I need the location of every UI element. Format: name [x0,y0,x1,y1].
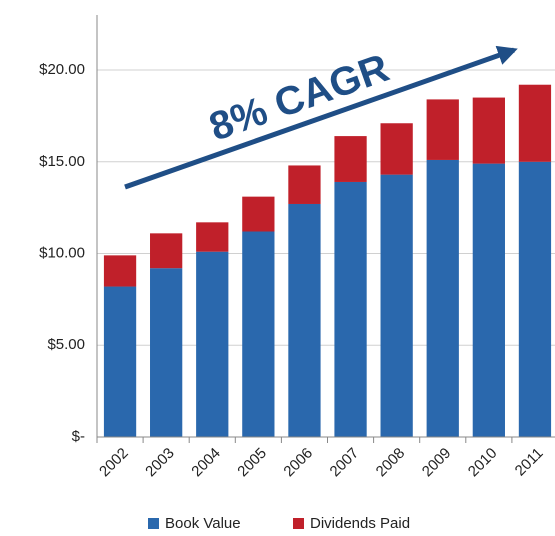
x-tick-label: 2010 [465,445,501,481]
x-tick-label: 2002 [96,445,132,481]
bar-segment [334,181,367,437]
bar-segment [334,136,367,182]
bar-segment [103,286,137,437]
bar-segment [196,222,229,252]
bar-segment [103,255,137,287]
bar-segment [150,233,183,269]
bar-segment [518,84,552,162]
bar-segment [472,163,505,438]
annotation: 8% CAGR [204,46,395,150]
bar-segment [426,159,459,438]
bar-segment [472,97,505,164]
trend-arrow [124,45,518,190]
bar-segment [196,251,229,437]
bar-segment [426,99,459,160]
x-tick-label: 2011 [512,445,547,480]
legend-swatch [148,518,159,529]
bar-segment [288,165,321,204]
legend-label: Book Value [165,515,241,532]
y-tick-label: $- [72,428,85,445]
bar-segment [242,196,275,232]
bar-segment [380,123,413,175]
legend-label: Dividends Paid [310,515,410,532]
x-tick-label: 2005 [234,445,270,481]
y-tick-label: $10.00 [39,244,85,261]
x-tick-label: 2003 [142,445,178,481]
bar-segment [380,174,413,437]
x-tick-label: 2009 [419,445,455,481]
bar-segment [242,231,275,437]
legend-swatch [293,518,304,529]
x-tick-label: 2004 [188,445,224,481]
bar-segment [150,268,183,437]
y-tick-label: $5.00 [47,336,85,353]
x-tick-label: 2008 [373,445,409,481]
y-tick-label: $20.00 [39,61,85,78]
bar-segment [518,161,552,438]
bar-segment [288,203,321,437]
x-tick-label: 2007 [327,445,363,481]
x-tick-label: 2006 [280,445,316,481]
y-tick-label: $15.00 [39,153,85,170]
